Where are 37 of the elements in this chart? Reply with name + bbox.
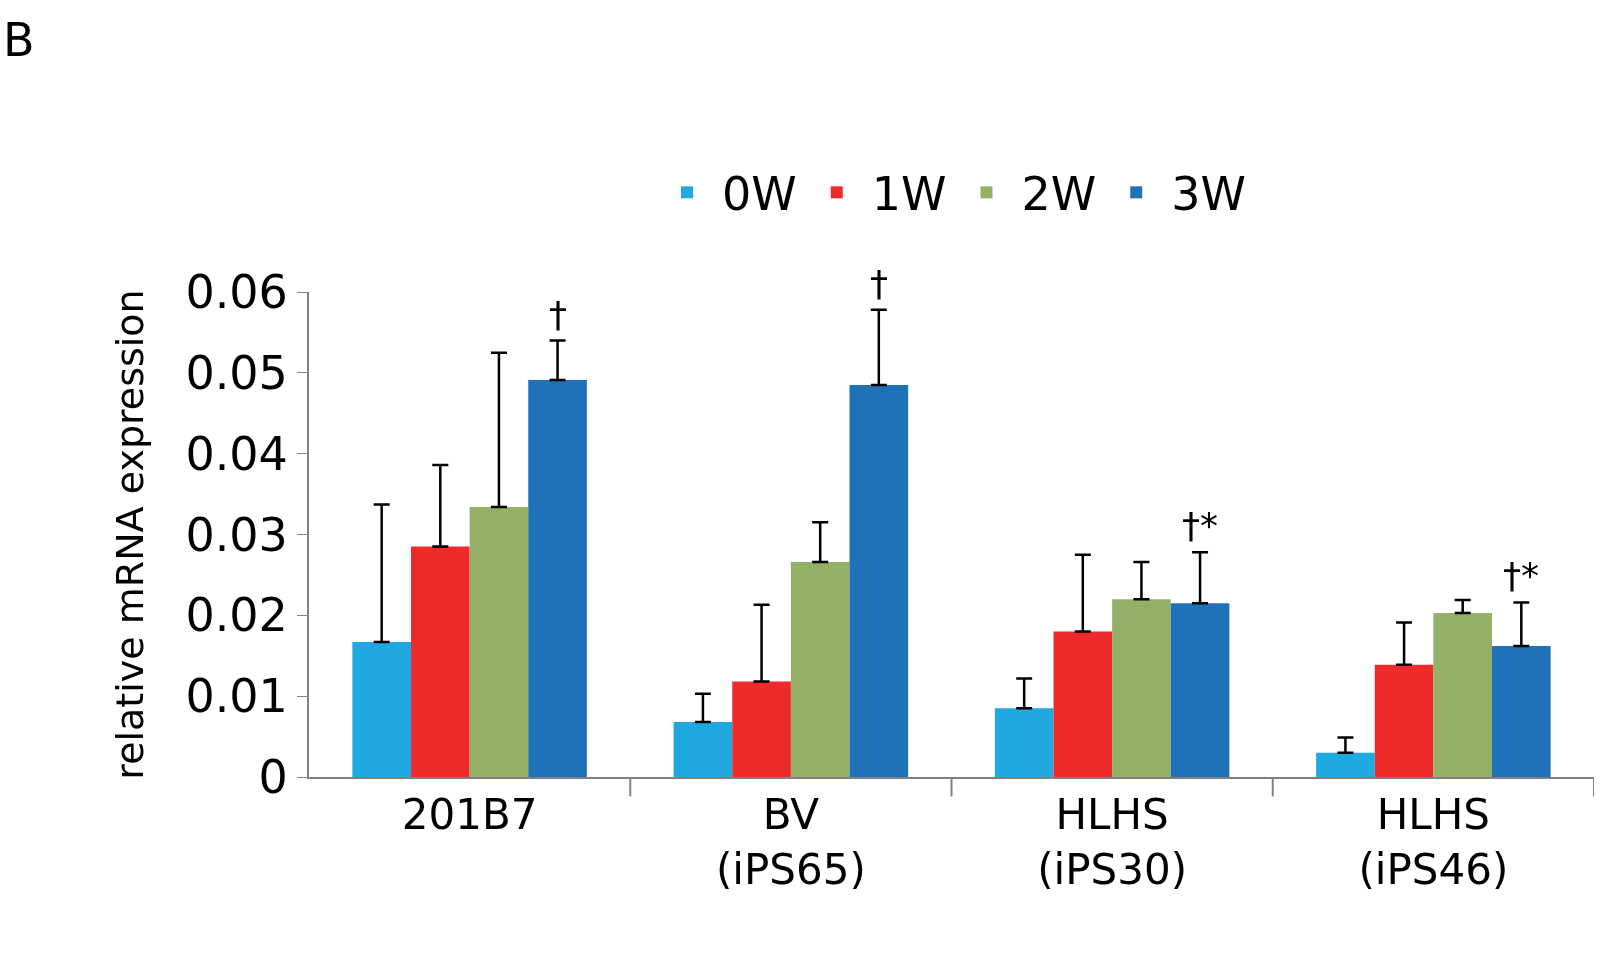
bar — [352, 642, 411, 777]
x-tick-label: 201B7 — [401, 790, 538, 840]
legend-label: 3W — [1171, 167, 1246, 222]
bar — [1374, 664, 1434, 777]
y-axis-title: relative mRNA expression — [108, 289, 153, 780]
legend-label: 2W — [1021, 167, 1097, 222]
bar — [994, 708, 1054, 777]
bar — [732, 681, 791, 777]
y-tick-label: 0.04 — [185, 426, 288, 481]
annotation: † — [870, 263, 888, 304]
y-tick-label: 0.06 — [185, 265, 288, 320]
bar — [673, 722, 733, 777]
y-tick-label: 0.03 — [185, 507, 288, 562]
bar — [1053, 631, 1113, 777]
legend-label: 1W — [871, 167, 947, 222]
annotation: † — [549, 294, 567, 335]
y-tick-label: 0 — [258, 750, 288, 805]
bar — [1170, 603, 1230, 777]
bar — [1316, 752, 1375, 777]
bar — [528, 380, 587, 777]
bar — [411, 546, 470, 777]
bar — [1112, 599, 1171, 777]
x-tick-label: BV (iPS65) — [715, 790, 866, 894]
annotation: †* — [1503, 555, 1539, 596]
legend-label: 0W — [722, 167, 797, 222]
bar — [1433, 612, 1492, 777]
annotation: †* — [1182, 505, 1218, 546]
x-tick-label: HLHS (iPS30) — [1037, 790, 1188, 894]
bar — [790, 561, 850, 777]
bar — [469, 507, 529, 777]
y-tick-label: 0.05 — [185, 345, 288, 400]
y-tick-label: 0.02 — [185, 588, 288, 643]
bar — [849, 384, 909, 777]
y-tick-label: 0.01 — [185, 669, 288, 724]
text: B — [3, 13, 35, 67]
x-tick-label: HLHS (iPS46) — [1358, 790, 1509, 894]
bar — [1492, 646, 1551, 777]
